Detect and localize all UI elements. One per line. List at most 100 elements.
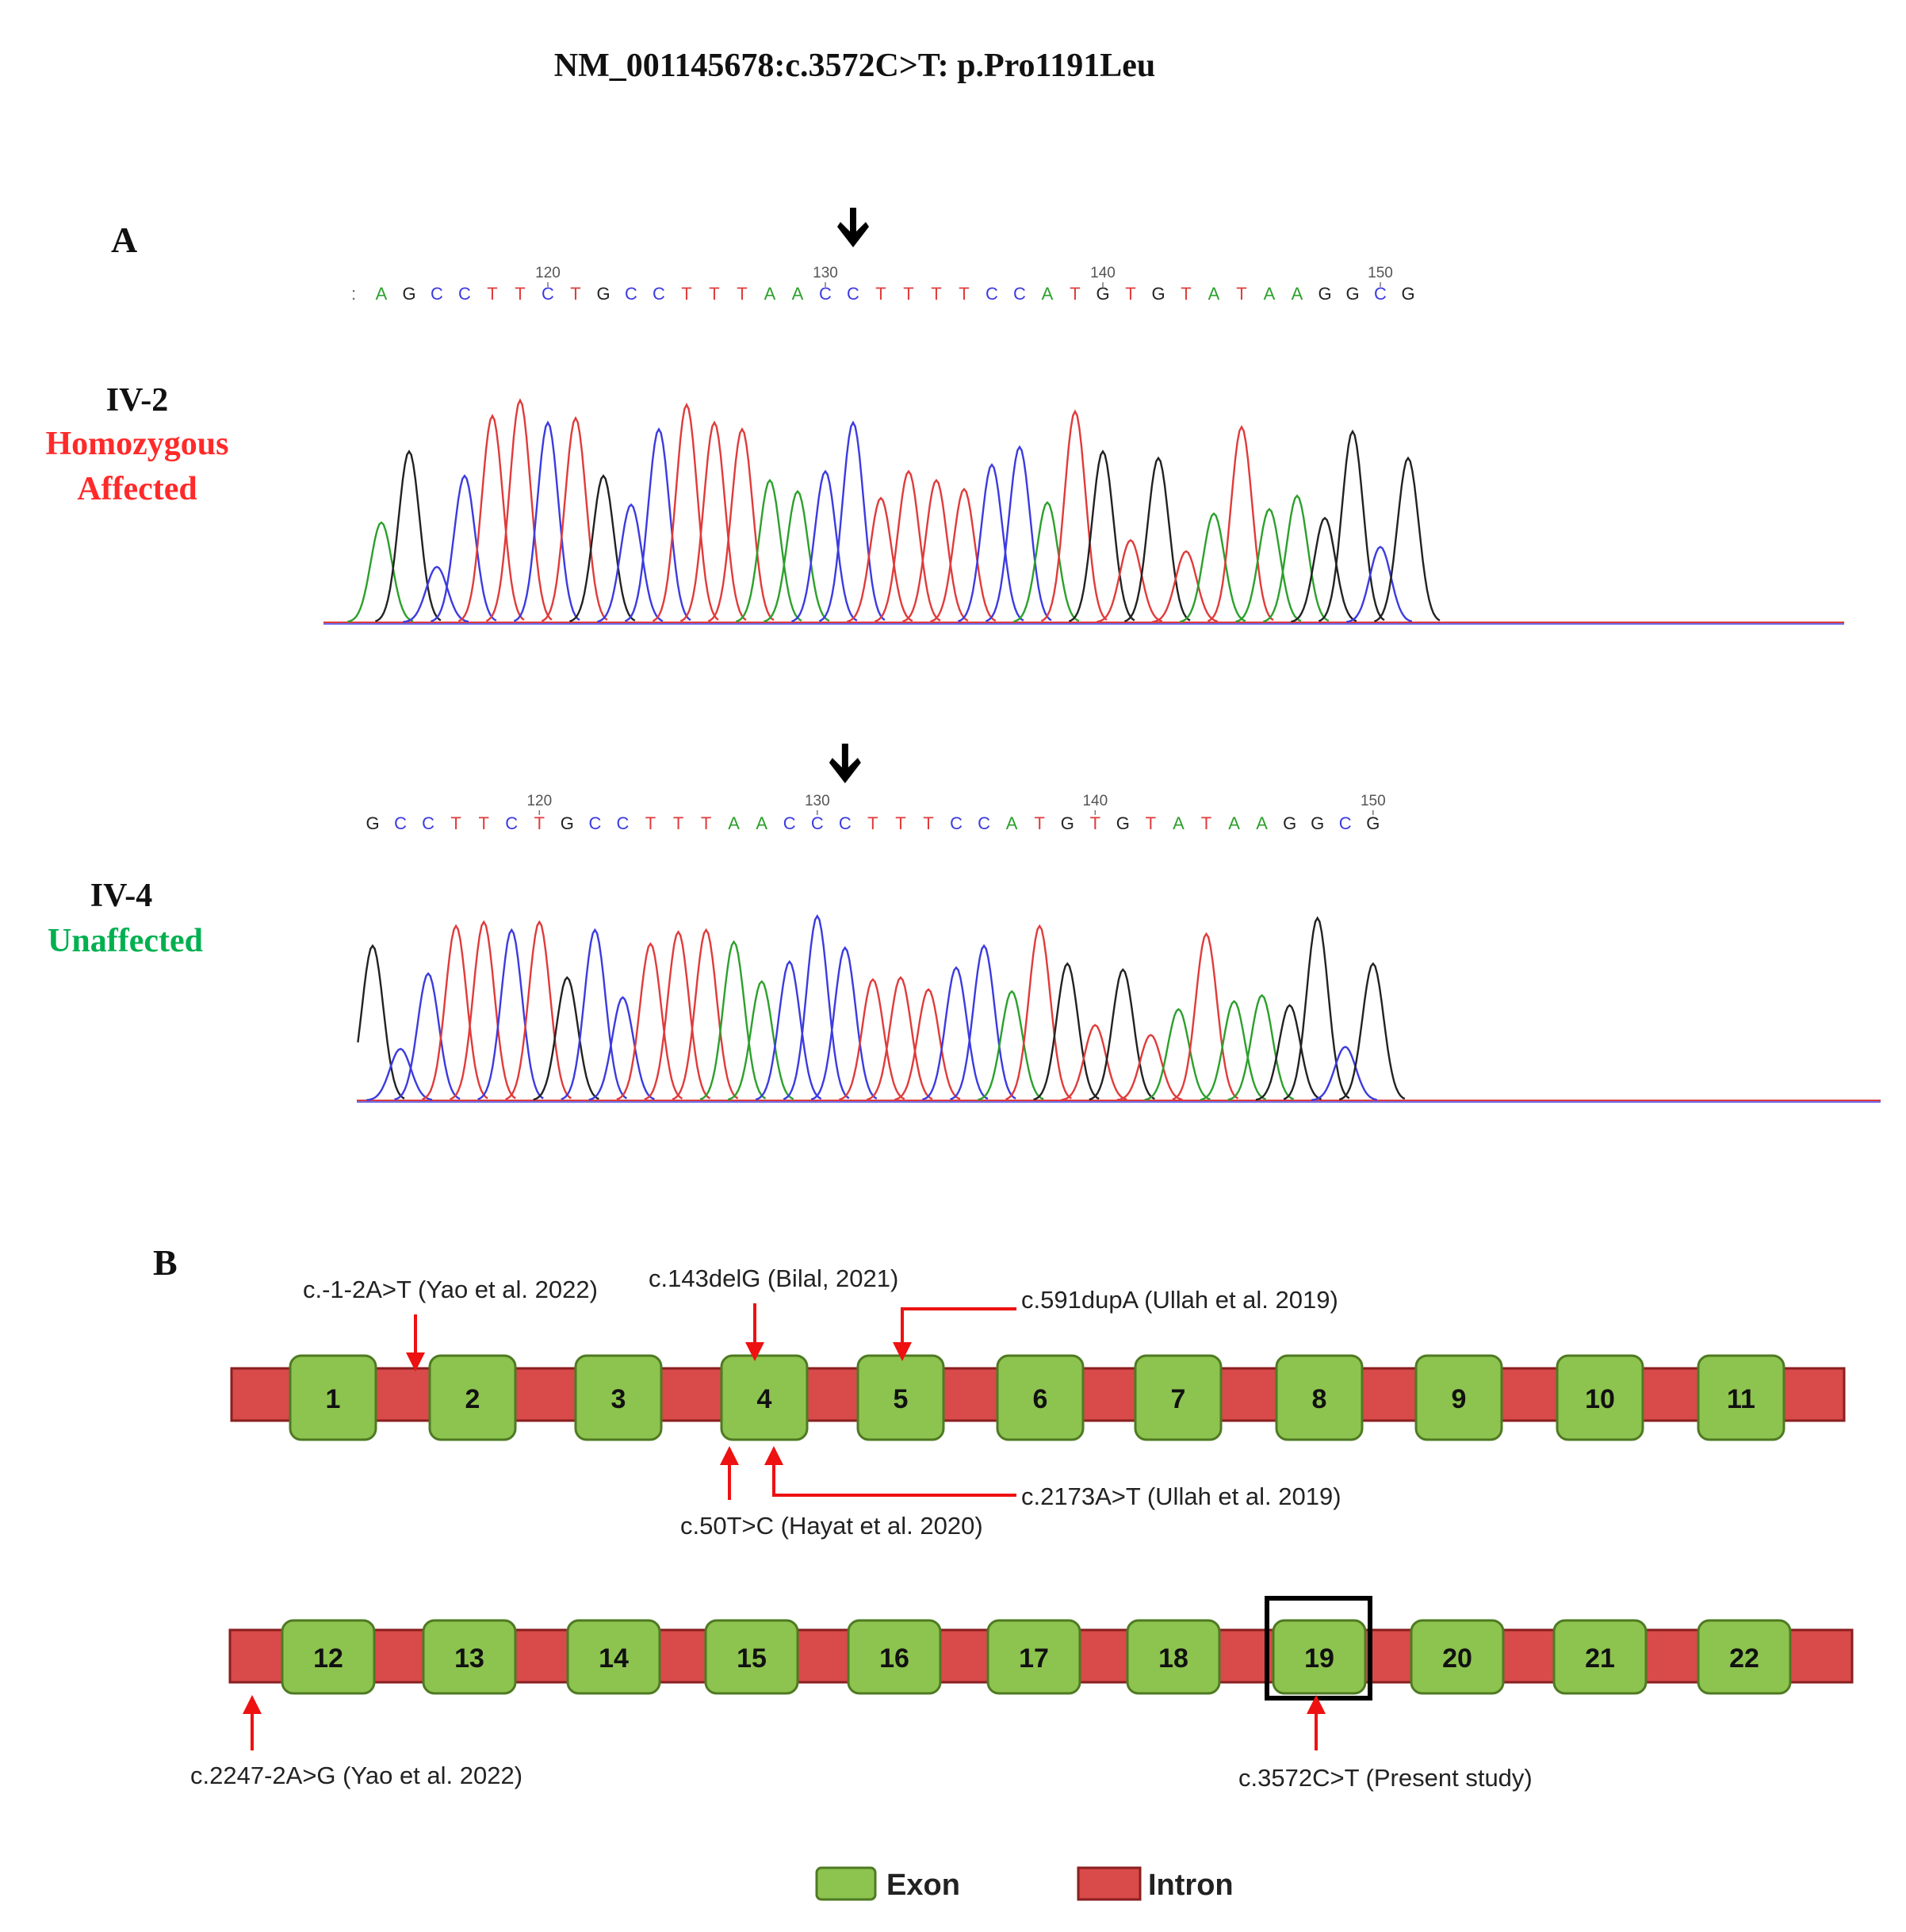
exon-box (1126, 1619, 1221, 1695)
peak-T (679, 420, 747, 622)
peak-G (1255, 1004, 1322, 1101)
legend-swatch-exon (815, 1866, 877, 1901)
exon-22: 22 (1697, 1619, 1792, 1695)
exon-5: 5 (856, 1354, 945, 1441)
panel-b-label: B (153, 1242, 178, 1283)
base-letter: T (1090, 813, 1100, 833)
base-letter: T (923, 813, 933, 833)
peak-A (1013, 501, 1080, 623)
variant-arrow (764, 1446, 1016, 1497)
peak-G (1291, 516, 1357, 623)
base-letter: A (792, 284, 804, 304)
base-letter: T (701, 813, 711, 833)
peak-C (477, 928, 544, 1100)
exon-21: 21 (1552, 1619, 1648, 1695)
exon-box (847, 1619, 942, 1695)
peak-G (1033, 962, 1100, 1101)
base-letter: A (756, 813, 767, 833)
base-letter: T (487, 284, 497, 304)
base-letter: C (950, 813, 963, 833)
variant-label: c.2173A>T (Ullah et al. 2019) (1021, 1482, 1341, 1510)
status-line: Homozygous (46, 426, 229, 462)
peak-T (1172, 932, 1239, 1100)
peak-C (810, 946, 878, 1100)
exon-box (996, 1354, 1085, 1441)
exon-number: 10 (1585, 1384, 1615, 1414)
exon-number: 7 (1171, 1384, 1186, 1414)
exon-3: 3 (574, 1354, 663, 1441)
base-letter: G (1366, 813, 1380, 833)
peak-C (588, 996, 655, 1101)
peak-C (597, 503, 664, 623)
position-ticks-iv-2: 120 130 140 150 (535, 265, 1393, 287)
base-letter: G (1345, 284, 1359, 304)
peak-A (699, 939, 767, 1100)
exon-10: 10 (1556, 1354, 1644, 1441)
legend-label-exon: Exon (886, 1869, 960, 1902)
panel-a-label: A (111, 220, 137, 260)
peak-T (652, 402, 719, 622)
exon-number: 13 (454, 1643, 484, 1674)
gene-row-exons-1-11: 1 2 3 4 5 6 7 8 9 10 11 (230, 1354, 1846, 1441)
peak-T (1061, 1023, 1127, 1101)
variant-label: c.2247-2A>G (Yao et al. 2022) (190, 1762, 522, 1789)
base-letter: C (394, 813, 407, 833)
peak-C (513, 420, 580, 622)
peak-C (783, 914, 850, 1100)
peak-C (922, 966, 989, 1101)
base-letter: C (422, 813, 434, 833)
exon-box (428, 1354, 517, 1441)
peak-T (1152, 549, 1219, 623)
peak-G (1123, 456, 1191, 622)
base-letter: : (351, 284, 356, 304)
base-letter: T (709, 284, 719, 304)
variant-arrow-iv-2 (837, 208, 869, 247)
peak-G (1089, 968, 1155, 1101)
peak-C (755, 960, 822, 1101)
peak-G (1373, 456, 1441, 622)
base-letter: A (728, 813, 740, 833)
exon-box (1134, 1354, 1223, 1441)
exon-7: 7 (1134, 1354, 1223, 1441)
exon-4: 4 (720, 1354, 809, 1441)
exon-number: 5 (894, 1384, 909, 1414)
exon-8: 8 (1275, 1354, 1364, 1441)
exon-box (1414, 1354, 1503, 1441)
peak-A (1200, 1000, 1266, 1101)
base-letter: C (588, 813, 601, 833)
position-tick-label: 140 (1090, 265, 1116, 281)
exon-11: 11 (1697, 1354, 1785, 1441)
peak-T (485, 398, 553, 622)
exon-number: 12 (313, 1643, 343, 1674)
peak-A (1144, 1008, 1211, 1101)
peak-C (790, 469, 858, 623)
peak-C (818, 420, 886, 622)
exon-number: 11 (1727, 1384, 1755, 1414)
base-letter: G (1318, 284, 1331, 304)
exon-box (566, 1619, 661, 1695)
base-letter: G (596, 284, 610, 304)
exon-box (1272, 1619, 1367, 1695)
base-letter: C (986, 284, 998, 304)
base-letter: A (764, 284, 776, 304)
variant-label: c.3572C>T (Present study) (1238, 1764, 1533, 1792)
peak-A (764, 489, 830, 623)
base-letter: G (1401, 284, 1414, 304)
exon-box (281, 1619, 376, 1695)
exon-number: 20 (1442, 1643, 1472, 1674)
peak-C (366, 1047, 433, 1101)
base-letter: C (542, 284, 554, 304)
peak-T (644, 930, 711, 1100)
exon-box (1552, 1619, 1648, 1695)
peak-C (950, 943, 1016, 1100)
exon-box (422, 1619, 517, 1695)
exon-box (289, 1354, 377, 1441)
position-tick-label: 150 (1361, 793, 1386, 809)
base-letter: G (1311, 813, 1324, 833)
position-tick-label: 120 (526, 793, 552, 809)
exon-14: 14 (566, 1619, 661, 1695)
exon-1: 1 (289, 1354, 377, 1441)
peak-T (505, 920, 572, 1100)
status-line: Unaffected (48, 923, 203, 959)
